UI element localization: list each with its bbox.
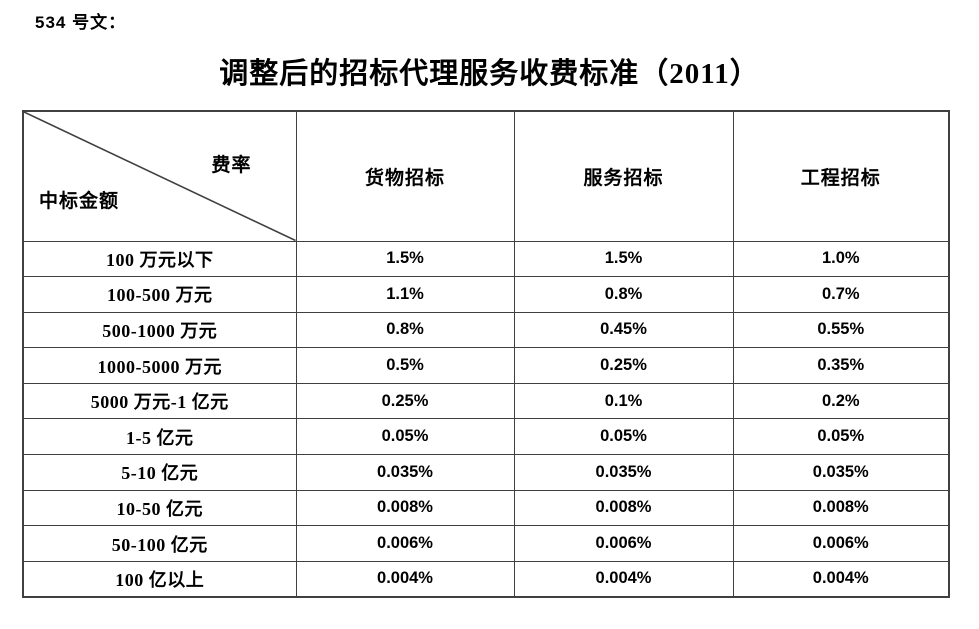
goods-rate-cell: 0.008% <box>295 489 515 527</box>
engineering-rate-cell: 0.7% <box>732 276 950 313</box>
goods-rate-cell: 1.1% <box>295 276 515 313</box>
table-row: 1000-5000 万元 0.5% 0.25% 0.35% <box>22 347 950 384</box>
table-row: 1-5 亿元 0.05% 0.05% 0.05% <box>22 418 950 456</box>
services-rate-cell: 0.05% <box>513 418 734 456</box>
engineering-rate-cell: 0.05% <box>732 418 950 456</box>
table-row: 10-50 亿元 0.008% 0.008% 0.008% <box>22 489 950 527</box>
amount-bracket-cell: 100 万元以下 <box>22 240 297 278</box>
engineering-rate-cell: 0.008% <box>732 489 950 527</box>
page-title: 调整后的招标代理服务收费标准（2011） <box>219 58 760 90</box>
goods-rate-cell: 0.05% <box>295 418 515 456</box>
services-rate-cell: 0.45% <box>513 311 734 349</box>
amount-bracket-cell: 10-50 亿元 <box>22 489 297 527</box>
engineering-rate-cell: 1.0% <box>732 240 950 278</box>
table-header-row: 费率 中标金额 货物招标 服务招标 工程招标 <box>22 110 950 242</box>
diagonal-divider-line <box>24 112 296 241</box>
corner-label-bid-amount: 中标金额 <box>39 190 120 212</box>
amount-bracket-cell: 100-500 万元 <box>22 276 297 313</box>
document-number-label: 534 号文： <box>35 13 127 32</box>
engineering-rate-cell: 0.035% <box>732 454 950 491</box>
engineering-rate-cell: 0.2% <box>732 382 950 420</box>
engineering-rate-cell: 0.004% <box>732 560 950 598</box>
goods-rate-cell: 0.25% <box>295 382 515 420</box>
services-rate-cell: 0.8% <box>513 276 734 313</box>
goods-rate-cell: 0.8% <box>295 311 515 349</box>
goods-rate-cell: 0.035% <box>295 454 515 491</box>
table-row: 50-100 亿元 0.006% 0.006% 0.006% <box>22 525 950 562</box>
table-row: 500-1000 万元 0.8% 0.45% 0.55% <box>22 311 950 349</box>
services-rate-cell: 1.5% <box>513 240 734 278</box>
amount-bracket-cell: 5-10 亿元 <box>22 454 297 491</box>
amount-bracket-cell: 1-5 亿元 <box>22 418 297 456</box>
engineering-rate-cell: 0.55% <box>732 311 950 349</box>
amount-bracket-cell: 50-100 亿元 <box>22 525 297 562</box>
goods-rate-cell: 0.006% <box>295 525 515 562</box>
engineering-rate-cell: 0.35% <box>732 347 950 384</box>
amount-bracket-cell: 5000 万元-1 亿元 <box>22 382 297 420</box>
fee-rate-table: 费率 中标金额 货物招标 服务招标 工程招标 100 万元以下 1.5% 1.5… <box>22 110 950 598</box>
diagonal-corner-cell: 费率 中标金额 <box>22 110 297 242</box>
table-row: 100 亿以上 0.004% 0.004% 0.004% <box>22 560 950 598</box>
amount-bracket-cell: 100 亿以上 <box>22 560 297 598</box>
amount-bracket-cell: 500-1000 万元 <box>22 311 297 349</box>
goods-rate-cell: 0.004% <box>295 560 515 598</box>
services-rate-cell: 0.006% <box>513 525 734 562</box>
table-row: 5000 万元-1 亿元 0.25% 0.1% 0.2% <box>22 382 950 420</box>
column-header-goods: 货物招标 <box>295 110 515 242</box>
table-row: 100-500 万元 1.1% 0.8% 0.7% <box>22 276 950 313</box>
table-row: 100 万元以下 1.5% 1.5% 1.0% <box>22 240 950 278</box>
services-rate-cell: 0.008% <box>513 489 734 527</box>
corner-label-rate: 费率 <box>211 155 252 176</box>
engineering-rate-cell: 0.006% <box>732 525 950 562</box>
services-rate-cell: 0.035% <box>513 454 734 491</box>
amount-bracket-cell: 1000-5000 万元 <box>22 347 297 384</box>
column-header-services: 服务招标 <box>513 110 734 242</box>
services-rate-cell: 0.25% <box>513 347 734 384</box>
services-rate-cell: 0.1% <box>513 382 734 420</box>
goods-rate-cell: 0.5% <box>295 347 515 384</box>
services-rate-cell: 0.004% <box>513 560 734 598</box>
table-row: 5-10 亿元 0.035% 0.035% 0.035% <box>22 454 950 491</box>
goods-rate-cell: 1.5% <box>295 240 515 278</box>
column-header-engineering: 工程招标 <box>732 110 950 242</box>
